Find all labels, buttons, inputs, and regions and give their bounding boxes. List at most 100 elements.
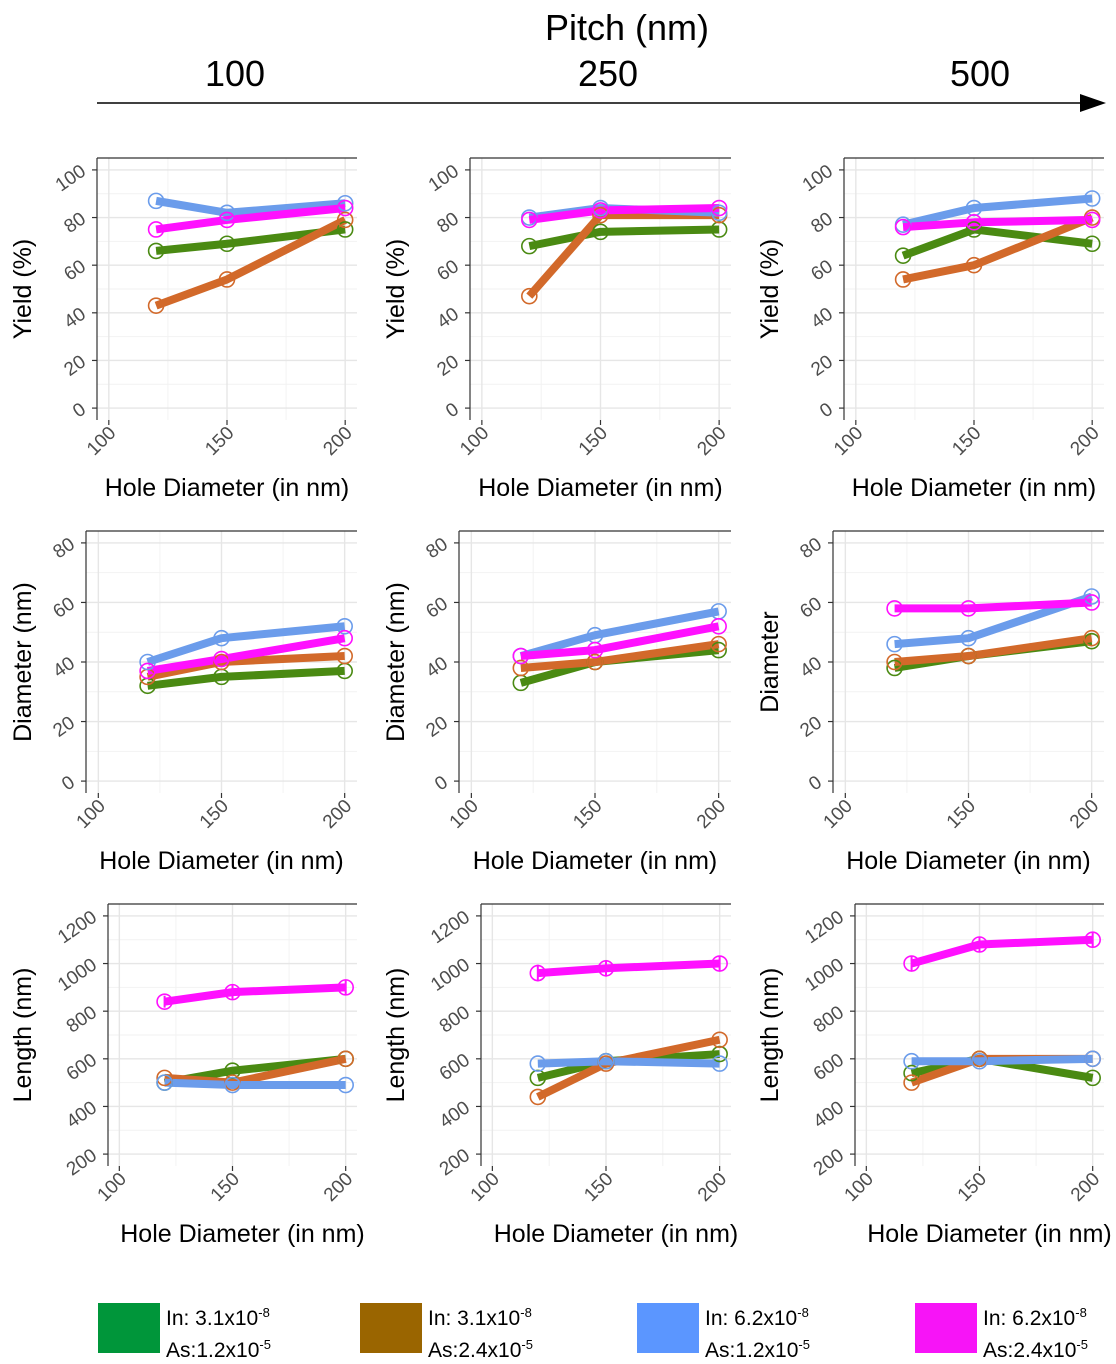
y-tick-label: 40	[797, 653, 826, 682]
y-tick-label: 80	[50, 534, 79, 563]
legend-label-green: In: 3.1x10-8 As:1.2x10-5	[166, 1305, 271, 1362]
data-point	[965, 214, 983, 231]
y-tick-label: 20	[423, 712, 452, 741]
data-point	[213, 650, 230, 668]
y-tick-label: 1000	[54, 954, 101, 995]
data-point	[586, 641, 604, 659]
x-axis-title: Hole Diameter (in nm)	[473, 847, 718, 875]
x-tick-label: 150	[196, 796, 233, 833]
y-tick-label: 400	[810, 1097, 848, 1132]
series-line-3	[528, 204, 720, 224]
data-point	[1084, 1069, 1101, 1087]
series-line-1	[154, 216, 347, 310]
y-tick-label: 100	[799, 161, 837, 196]
series-line-2	[146, 622, 346, 666]
y-tick-label: 100	[425, 161, 463, 196]
x-tick-label: 150	[569, 796, 606, 833]
data-point	[336, 211, 354, 229]
series-line-3	[146, 634, 346, 675]
data-point	[337, 979, 354, 996]
y-axis-title: Yield (%)	[382, 239, 410, 340]
pitch-title: Pitch (nm)	[545, 7, 709, 48]
data-point	[521, 237, 538, 255]
y-axis-title: Length (nm)	[382, 968, 410, 1103]
data-point	[1084, 1050, 1101, 1068]
y-tick-label: 1200	[801, 907, 848, 948]
y-tick-label: 40	[434, 304, 463, 333]
y-tick-label: 800	[63, 1002, 101, 1037]
y-tick-label: 40	[50, 653, 79, 682]
data-point	[337, 1076, 354, 1094]
data-point	[218, 235, 236, 253]
y-tick-label: 80	[61, 208, 90, 237]
x-tick-label: 150	[201, 423, 238, 460]
data-point	[147, 242, 165, 260]
panel-diameter-pitch-250: 0 20 40 60 80 100 150 200 Hole Diameter (in nm) D…	[382, 530, 731, 875]
panel-diameter-pitch-500: 0 20 40 60 80 100 150 200 Hole Diameter (in nm) D…	[756, 530, 1104, 875]
x-tick-label: 100	[467, 1169, 504, 1206]
y-tick-label: 60	[434, 256, 463, 285]
data-point	[336, 199, 354, 217]
x-tick-label: 100	[820, 796, 857, 833]
y-axis-title: Diameter (nm)	[9, 582, 37, 742]
y-axis-title: Diameter	[756, 611, 784, 712]
data-point	[336, 647, 353, 665]
x-tick-label: 150	[207, 1169, 244, 1206]
data-point	[336, 221, 354, 238]
y-tick-label: 60	[50, 593, 79, 622]
y-tick-label: 80	[808, 208, 837, 237]
data-point	[1083, 629, 1100, 647]
y-tick-label: 600	[63, 1050, 101, 1085]
y-tick-label: 1000	[801, 954, 848, 995]
data-point	[592, 202, 609, 219]
data-point	[960, 629, 977, 647]
figure-canvas: Pitch (nm) 100 250 500 0 20 40 60 80 100 100 15…	[9, 7, 1112, 1248]
x-tick-label: 150	[943, 796, 980, 833]
y-tick-label: 400	[436, 1097, 474, 1132]
x-axis-title: Hole Diameter (in nm)	[852, 474, 1097, 502]
series-line-2	[894, 592, 1093, 649]
data-point	[592, 206, 609, 224]
x-tick-label: 200	[1066, 796, 1103, 833]
data-point	[147, 297, 165, 314]
x-tick-label: 200	[1066, 423, 1103, 460]
series-line-0	[155, 225, 346, 255]
x-tick-label: 150	[580, 1169, 617, 1206]
y-tick-label: 40	[808, 304, 837, 333]
series-line-3	[520, 622, 720, 661]
y-tick-label: 200	[810, 1145, 848, 1180]
data-point	[965, 256, 983, 274]
y-tick-label: 800	[810, 1002, 848, 1037]
y-tick-label: 20	[50, 712, 79, 741]
series-line-0	[147, 666, 345, 690]
legend-swatch-magenta	[915, 1303, 977, 1353]
x-tick-label: 200	[694, 1169, 731, 1206]
x-tick-label: 200	[319, 796, 356, 833]
x-tick-label: 100	[446, 796, 483, 833]
data-point	[903, 1074, 920, 1091]
y-tick-label: 60	[797, 593, 826, 622]
series-line-1	[902, 213, 1094, 284]
y-tick-label: 400	[63, 1097, 101, 1132]
panel-yield-pitch-500: 0 20 40 60 80 100 100 150 200 Hole Diameter (in n…	[756, 157, 1104, 502]
y-tick-label: 600	[436, 1050, 474, 1085]
y-tick-label: 1200	[427, 907, 474, 948]
data-point	[597, 960, 615, 977]
y-tick-label: 40	[423, 653, 452, 682]
y-tick-label: 200	[436, 1145, 474, 1180]
data-point	[894, 218, 912, 236]
pitch-label-250: 250	[578, 53, 638, 94]
x-tick-label: 200	[693, 423, 730, 460]
x-tick-label: 100	[830, 423, 867, 460]
data-point	[710, 199, 728, 217]
x-axis-title: Hole Diameter (in nm)	[867, 1220, 1112, 1248]
data-point	[894, 247, 912, 264]
panel-diameter-pitch-100: 0 20 40 60 80 100 150 200 Hole Diameter (in nm) D…	[9, 530, 357, 875]
y-tick-label: 600	[810, 1050, 848, 1085]
data-point	[521, 211, 538, 229]
legend: In: 3.1x10-8 As:1.2x10-5 In: 3.1x10-8 As…	[0, 1290, 1116, 1362]
data-point	[1083, 594, 1100, 611]
data-point	[886, 653, 903, 671]
data-point	[711, 955, 728, 972]
x-tick-label: 150	[954, 1169, 991, 1206]
